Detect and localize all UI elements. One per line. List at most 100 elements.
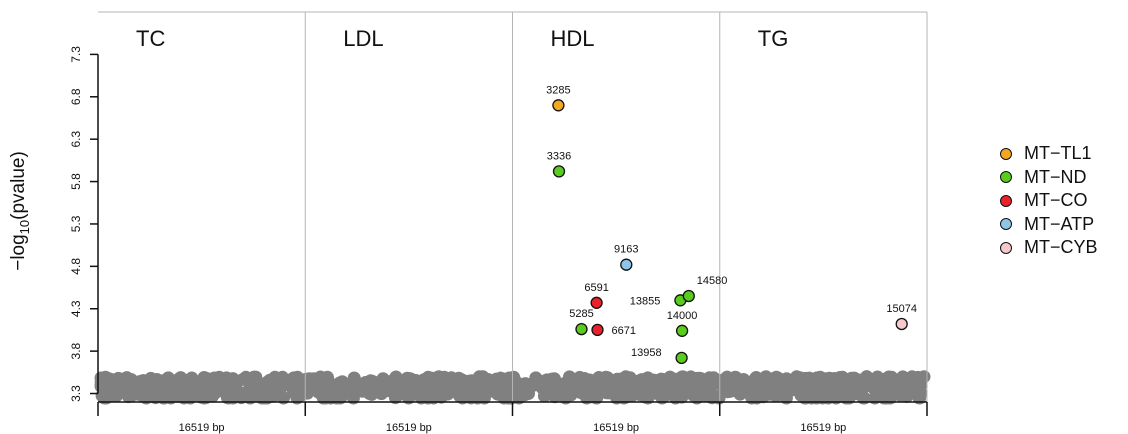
background-point [236,372,250,386]
data-point [552,99,565,112]
legend: MT−TL1 MT−ND MT−CO MT−ATP MT−CYB [1000,142,1098,260]
background-point [464,391,478,405]
highlighted-points: 3285 3336 5285 13855 14580 14000 13958 6591 6671… [546,84,917,365]
background-point [633,388,647,402]
background-point [782,375,795,389]
point-label: 13855 [630,295,661,307]
background-point [568,382,582,396]
background-point [597,372,611,386]
background-point [199,391,213,405]
panel-frames [98,11,928,402]
background-point [905,373,919,387]
legend-marker [1000,241,1012,254]
y-tick-label: 5.8 [69,173,83,190]
panel-title: HDL [551,26,595,51]
y-tick-label: 4.8 [69,258,83,275]
background-point [889,382,903,396]
background-point [526,377,540,390]
point-label: 6591 [584,282,608,294]
background-point [365,387,379,401]
background-point [654,374,668,388]
legend-item: MT−ATP [1000,213,1098,237]
background-point [109,387,123,400]
background-point [122,390,135,404]
data-point [590,296,603,309]
background-point [165,383,179,397]
legend-item: MT−CO [1000,189,1098,213]
background-point [366,377,380,391]
background-point [94,377,108,391]
data-point [682,289,695,303]
background-point [742,386,756,400]
background-point [150,380,164,394]
point-label: 15074 [886,303,917,315]
legend-label: MT−TL1 [1024,143,1092,164]
background-point [705,391,719,405]
background-point [578,372,592,385]
legend-item: MT−ND [1000,166,1098,190]
background-point [522,387,535,400]
point-label: 3285 [546,84,570,96]
point-label: 9163 [614,244,638,256]
background-point [503,377,517,391]
background-point [345,384,359,398]
background-point [813,370,827,384]
legend-marker [1000,147,1012,160]
panel-title: LDL [343,26,383,51]
background-point [421,370,435,384]
background-point [439,385,453,399]
background-point [667,377,681,391]
data-point [895,317,908,331]
background-point [379,378,392,392]
y-tick-label: 7.3 [69,46,83,63]
background-point [612,377,626,391]
data-point [591,323,604,337]
background-point [543,379,557,393]
x-tick-label: 16519 bp [593,422,639,434]
y-tick-label: 3.8 [69,342,83,359]
x-tick-label: 16519 bp [800,422,846,434]
background-point [332,376,346,390]
background-point [228,381,242,395]
y-axis-label-prefix: −log [8,234,29,270]
y-tick-label: 4.3 [69,300,83,317]
legend-label: MT−CYB [1024,237,1098,258]
background-point [489,376,503,390]
background-point [727,380,741,394]
x-tick-label: 16519 bp [179,422,225,434]
background-point [597,383,611,397]
y-axis-label-sub: 10 [17,220,32,234]
background-point [303,379,317,392]
legend-marker [1000,194,1012,207]
y-axis-label: −log10(pvalue) [8,151,32,271]
legend-label: MT−ATP [1024,213,1095,234]
y-tick-label: 6.3 [69,131,83,148]
data-point [675,351,688,365]
legend-label: MT−CO [1024,190,1088,211]
background-point [273,378,286,392]
y-tick-label: 3.3 [69,385,83,402]
background-point [212,381,225,395]
y-axis-label-suffix: (pvalue) [8,151,29,220]
background-point [441,376,455,390]
background-point [241,384,255,398]
background-point [802,371,816,385]
background-point [474,371,488,385]
x-axis: 16519 bp 16519 bp 16519 bp 16519 bp [97,401,928,434]
background-point [830,382,843,396]
background-point [548,390,562,404]
panel-title: TG [758,26,789,51]
point-label: 3336 [547,150,571,162]
data-point [575,322,588,336]
legend-marker [1000,171,1012,184]
background-point [321,372,335,386]
legend-item: MT−TL1 [1000,142,1098,166]
data-point [552,165,566,178]
background-point [684,370,698,384]
y-tick-label: 5.3 [69,215,83,232]
background-points-layer [94,370,931,405]
point-label: 14580 [697,275,728,287]
background-point [873,373,887,387]
data-point [675,324,689,337]
